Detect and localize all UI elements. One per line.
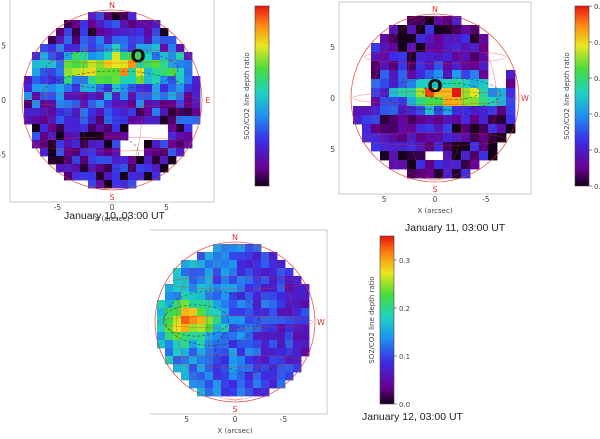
x-tick-label: -5 [482,195,490,204]
colorbar-tick-label: 0.2 [594,111,600,119]
region-marker: O [130,46,145,67]
disk-limb [350,13,520,183]
x-tick-label: 0 [110,203,115,212]
colorbar-tick-label: 0.5 [594,3,600,11]
colorbar [379,235,395,405]
colorbar-label: SO2/CO2 line depth ratio [243,52,251,139]
y-tick-label: 0 [1,96,6,105]
latitude-line [363,50,507,64]
y-tick-label: 5 [330,43,335,52]
y-tick-label: 0 [330,94,335,103]
colorbar-tick-label: 0.2 [399,305,410,313]
colorbar-tick-label: 0.1 [399,353,410,361]
contour-line [381,108,481,146]
colorbar-tick-label: 0.4 [594,39,600,47]
compass-label: N [109,1,115,10]
latitude-line [35,136,189,152]
longitude-line [373,15,497,181]
colorbar-tick-label: 0.1 [594,147,600,155]
contour-line [215,325,286,374]
x-axis-label: X (arcsec) [94,215,129,223]
heatmap-panel-jan11: N W S O 5 0 -5 5 0 -5 X (arcsec) 0.0 0.1 0.2 0.3 0.4 0.5… [328,0,600,225]
compass-label: E [205,96,210,105]
plot-frame [9,0,215,203]
latitude-line [23,92,201,108]
longitude-line [176,243,294,401]
region-marker: O [427,76,442,97]
contour-line [67,134,139,171]
latitude-line [35,48,189,64]
colorbar-label: SO2/CO2 line depth ratio [368,276,376,363]
panel-date-jan10: January 10, 03:00 UT [64,210,165,222]
y-tick-label: 5 [1,41,6,50]
y-tick-label: -5 [330,145,335,154]
disk-limb [21,9,203,191]
contour-line [45,49,179,89]
colorbar [254,5,270,187]
disk-limb [154,241,316,403]
latitude-line [363,132,507,146]
colorbar-tick-label: 0.3 [594,75,600,83]
plot-frame [338,1,532,195]
contour-line [164,290,259,346]
colorbar [574,5,590,187]
latitude-line [167,354,303,368]
x-tick-label: 5 [164,203,169,212]
compass-label: S [432,185,437,194]
x-tick-label: -5 [54,203,62,212]
x-tick-label: -5 [280,415,288,424]
y-tick-label: -5 [0,151,6,160]
x-tick-label: 5 [382,195,387,204]
heatmap-svg-jan11: N W S O 5 0 -5 5 0 -5 X (arcsec) 0.0 0.1 0.2 0.3 0.4 0.5… [328,1,600,215]
heatmap-pixels [157,244,310,397]
x-axis-label: X (arcsec) [217,427,252,434]
compass-label: W [521,94,529,103]
heatmap-pixels [353,16,516,179]
x-tick-label: 5 [184,415,189,424]
longitude-line [45,11,179,189]
compass-label: W [317,318,325,327]
contour-line [162,304,230,337]
panel-date-jan11: January 11, 03:00 UT [405,222,506,234]
colorbar-tick-label: 0.0 [594,183,600,191]
colorbar-tick-label: 0.0 [399,401,410,409]
compass-label: S [232,405,237,414]
compass-label: S [109,193,114,202]
compass-label: N [432,5,438,14]
x-axis-label: X (arcsec) [417,207,452,215]
x-tick-label: 0 [233,415,238,424]
colorbar-tick-label: 0.3 [399,257,410,265]
panel-date-jan12: January 12, 03:00 UT [362,411,463,423]
compass-label: N [232,233,238,242]
heatmap-pixels [24,12,201,189]
latitude-line [167,276,303,290]
latitude-line [156,315,314,329]
x-tick-label: 0 [433,195,438,204]
colorbar-label: SO2/CO2 line depth ratio [563,52,571,139]
latitude-line [352,91,518,105]
